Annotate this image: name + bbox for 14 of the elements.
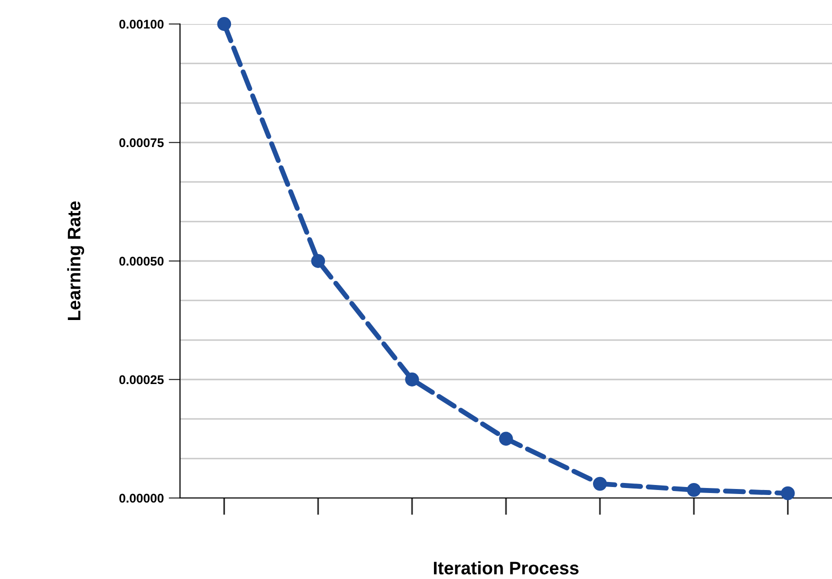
y-tick-label: 0.00050: [119, 256, 164, 266]
point: [311, 254, 326, 268]
point: [499, 432, 513, 446]
y-tick-label: 0.00000: [119, 494, 164, 503]
x-axis-title: Iteration Process: [434, 561, 579, 574]
y-tick-label: 0.00025: [119, 375, 164, 384]
point: [780, 486, 795, 500]
point: [217, 17, 232, 31]
y-tick-label: 0.00100: [119, 20, 164, 29]
point: [593, 476, 607, 491]
y-axis-title: Learning Rate: [67, 201, 84, 320]
point: [405, 372, 419, 386]
point: [686, 482, 701, 497]
y-tick-label: 0.00075: [119, 138, 164, 148]
